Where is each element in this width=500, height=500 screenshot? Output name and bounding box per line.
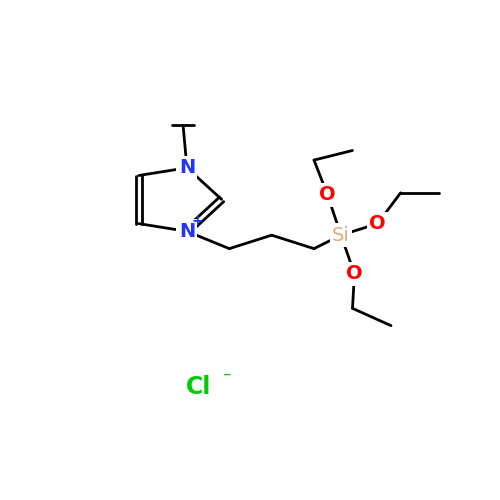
Text: O: O <box>369 214 386 233</box>
Text: +: + <box>192 214 203 228</box>
Text: Si: Si <box>332 226 350 244</box>
Text: N: N <box>179 158 195 178</box>
Text: O: O <box>319 185 336 204</box>
Text: N: N <box>179 222 195 241</box>
Text: Cl: Cl <box>186 375 211 399</box>
Text: ⁻: ⁻ <box>223 368 232 386</box>
Text: O: O <box>346 264 362 283</box>
